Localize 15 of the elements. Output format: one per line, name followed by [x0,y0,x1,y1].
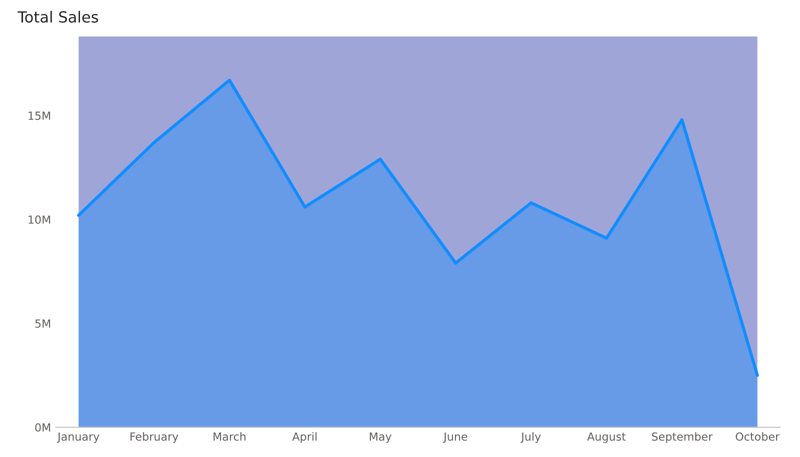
x-tick-label: August [587,432,626,443]
x-tick-label: February [130,432,178,443]
y-tick-label: 15M [28,112,50,120]
x-tick-label: January [56,432,100,443]
x-tick-label: April [292,432,317,443]
y-tick-label: 10M [28,215,50,224]
x-tick-label: March [214,432,246,441]
y-tick-label: 0M [35,423,50,432]
x-tick-label: May [370,432,392,443]
y-tick-label: 5M [35,319,50,328]
x-tick-label: September [652,432,713,443]
x-tick-label: July [520,432,541,443]
x-tick-label: October [736,432,780,441]
x-tick-label: June [443,432,468,443]
chart-title: Total Sales [18,10,98,23]
